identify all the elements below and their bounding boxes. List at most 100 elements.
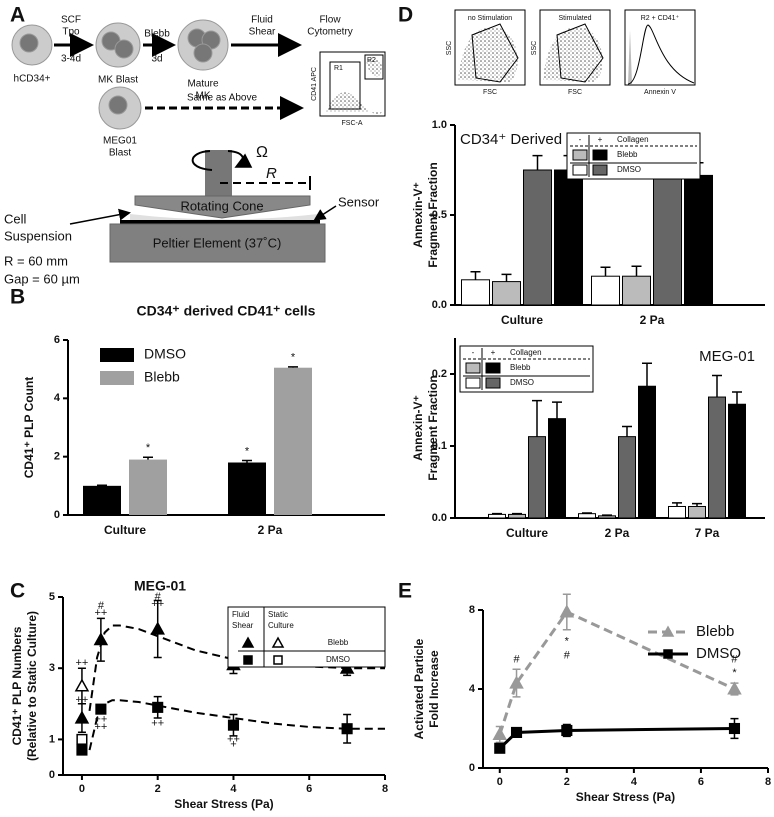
x-tick-label: Culture — [506, 526, 548, 540]
param-label: Gap = 60 µm — [4, 271, 80, 286]
bar — [653, 178, 682, 306]
legend-box — [227, 606, 386, 668]
bar — [688, 505, 706, 519]
error-bar — [492, 512, 502, 515]
legend-swatch — [485, 377, 501, 389]
bar — [508, 513, 526, 519]
error-bar — [692, 502, 702, 507]
y-tick-label: 8 — [469, 604, 475, 616]
panel-letter: D — [398, 4, 413, 27]
error-bar — [288, 366, 298, 368]
y-tick-label: 2 — [54, 451, 60, 463]
arrow-label: Tpo — [62, 27, 80, 38]
cell — [11, 19, 229, 130]
y-tick-label: 0 — [469, 762, 475, 774]
x-tick-label: Culture — [104, 523, 146, 537]
omega-label: Ω — [256, 144, 268, 161]
y-tick-label: 1.0 — [432, 119, 447, 131]
cell-label: Mature — [187, 79, 219, 90]
cell-label: MEG01 — [103, 136, 137, 147]
error-bar — [532, 399, 542, 437]
panel-letter: B — [10, 286, 25, 309]
significance-mark: * — [732, 667, 737, 679]
arrow-label: Shear — [249, 27, 276, 38]
bar — [274, 367, 312, 515]
y-tick-label: 0.0 — [432, 512, 447, 524]
significance-mark: ++ — [94, 714, 107, 726]
gate-label: R2 — [367, 57, 376, 64]
x-tick-label: 4 — [631, 776, 638, 788]
y-tick-label: 0.1 — [432, 440, 447, 452]
significance-mark: ++ — [227, 733, 240, 745]
error-bar — [470, 270, 481, 280]
legend-label: Blebb — [696, 623, 734, 640]
x-tick-label: 8 — [382, 783, 388, 795]
data-point — [95, 703, 107, 715]
legend-title: Collagen — [617, 135, 649, 144]
param-label: R = 60 mm — [4, 253, 68, 268]
legend-marker — [661, 625, 675, 637]
bar — [523, 169, 552, 306]
x-tick-label: 2 Pa — [605, 526, 630, 540]
cell-label: MK Blast — [98, 75, 138, 86]
cytometry-y-label: SSC — [446, 41, 453, 55]
cytometry-y-label: SSC — [531, 41, 538, 55]
y-tick-label: 0 — [49, 769, 55, 781]
y-axis-label: Annexin-V⁺ — [411, 182, 425, 248]
bar — [598, 515, 616, 519]
error-bar — [631, 265, 642, 277]
bar — [492, 281, 521, 306]
data-point — [76, 744, 88, 756]
x-tick-label: 0 — [497, 776, 503, 788]
data-point — [492, 726, 508, 740]
sensor-label: Sensor — [338, 194, 380, 209]
data-point — [150, 621, 165, 635]
y-tick-label: 0 — [54, 509, 60, 521]
x-tick-label: 2 Pa — [640, 313, 665, 327]
bar — [622, 275, 651, 306]
chart-title: CD34⁺ Derived — [460, 131, 562, 148]
data-point — [509, 675, 524, 689]
legend-header: + — [598, 135, 603, 144]
error-bar — [532, 154, 543, 170]
significance-mark: ++ — [151, 717, 164, 729]
cell-label: hCD34+ — [14, 74, 51, 85]
error-bar — [642, 362, 652, 387]
arrow-label: Blebb — [144, 29, 170, 40]
cytometry-title: Stimulated — [558, 15, 591, 22]
data-point — [728, 722, 741, 735]
data-point — [76, 733, 88, 745]
error-bar — [732, 391, 742, 405]
cell-label: Blast — [109, 148, 131, 159]
legend-header: Fluid — [232, 610, 249, 619]
radius-label: R — [266, 165, 277, 182]
gate-label: R1 — [334, 65, 343, 72]
data-point — [494, 742, 506, 754]
device — [69, 150, 337, 263]
cytometry-inset — [319, 51, 386, 117]
x-tick-label: 6 — [306, 783, 312, 795]
significance-mark: ++ — [76, 657, 89, 669]
x-axis-label: Shear Stress (Pa) — [576, 790, 675, 804]
legend-header: - — [579, 135, 582, 144]
error-bar — [672, 502, 682, 507]
legend-swatch — [592, 149, 608, 161]
data-point — [561, 724, 573, 737]
y-axis-label: Fold Increase — [427, 650, 441, 728]
y-tick-label: 0.2 — [432, 368, 447, 380]
legend-header: Shear — [232, 621, 254, 630]
data-point — [93, 632, 109, 646]
y-tick-label: 5 — [49, 591, 55, 603]
y-tick-label: 6 — [54, 334, 60, 346]
y-axis-label: CD41⁺ PLP Numbers — [10, 626, 24, 745]
chart-title: MEG-01 — [699, 348, 755, 365]
legend-swatch — [465, 362, 481, 374]
error-bar — [582, 512, 592, 514]
y-tick-label: 1 — [49, 733, 55, 745]
bar — [554, 169, 583, 306]
cell-label: MK — [196, 91, 211, 102]
bar — [728, 403, 746, 519]
arrow-label: 3d — [151, 54, 162, 65]
data-point — [227, 719, 240, 731]
chart-title: CD34⁺ derived CD41⁺ cells — [137, 303, 316, 319]
